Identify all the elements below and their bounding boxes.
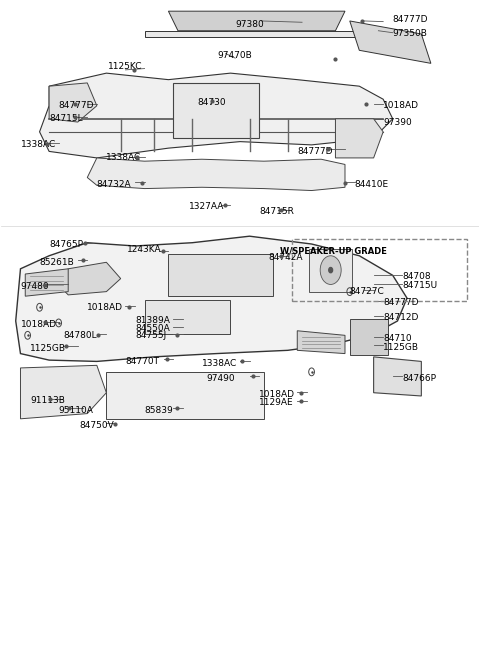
Text: 1129AE: 1129AE bbox=[259, 398, 294, 407]
Text: 84755J: 84755J bbox=[135, 331, 166, 341]
Text: 97390: 97390 bbox=[383, 117, 412, 126]
Text: 84727C: 84727C bbox=[350, 287, 384, 296]
Polygon shape bbox=[59, 262, 120, 295]
Polygon shape bbox=[373, 357, 421, 396]
Polygon shape bbox=[16, 236, 407, 362]
Text: 84777D: 84777D bbox=[297, 147, 333, 156]
Text: 84765P: 84765P bbox=[49, 240, 83, 248]
Text: 1018AD: 1018AD bbox=[259, 390, 295, 398]
Polygon shape bbox=[168, 11, 345, 31]
Polygon shape bbox=[144, 31, 360, 37]
Text: 85261B: 85261B bbox=[39, 258, 74, 267]
Bar bbox=[173, 83, 259, 138]
Text: 1243KA: 1243KA bbox=[127, 245, 162, 253]
Text: 84732A: 84732A bbox=[97, 179, 132, 189]
Text: 1338AC: 1338AC bbox=[107, 153, 142, 162]
Text: 1338AC: 1338AC bbox=[21, 140, 56, 149]
Bar bbox=[350, 319, 388, 355]
Polygon shape bbox=[350, 21, 431, 64]
Text: 84730: 84730 bbox=[197, 98, 226, 107]
Text: 97380: 97380 bbox=[235, 20, 264, 29]
Polygon shape bbox=[336, 119, 383, 158]
Text: 1125GB: 1125GB bbox=[383, 343, 419, 352]
Text: 1338AC: 1338AC bbox=[202, 359, 237, 368]
Circle shape bbox=[329, 267, 333, 272]
Text: 84780L: 84780L bbox=[63, 331, 97, 341]
Polygon shape bbox=[49, 83, 97, 122]
Text: 84750V: 84750V bbox=[80, 421, 114, 430]
Text: 1018AD: 1018AD bbox=[383, 102, 419, 110]
Text: 97350B: 97350B bbox=[393, 29, 428, 39]
Text: 84742A: 84742A bbox=[269, 253, 303, 262]
Text: 84777D: 84777D bbox=[393, 15, 428, 24]
Text: 84777D: 84777D bbox=[383, 298, 419, 307]
Polygon shape bbox=[21, 365, 107, 419]
Polygon shape bbox=[87, 158, 345, 191]
Text: 84712D: 84712D bbox=[383, 313, 419, 322]
Text: 84766P: 84766P bbox=[402, 374, 436, 383]
Text: 84550A: 84550A bbox=[135, 324, 170, 333]
Text: W/SPEAKER-UP GRADE: W/SPEAKER-UP GRADE bbox=[280, 247, 386, 255]
Polygon shape bbox=[39, 73, 393, 158]
Text: 81389A: 81389A bbox=[135, 316, 170, 326]
Text: 1125GB: 1125GB bbox=[30, 344, 66, 353]
Text: 84708: 84708 bbox=[402, 272, 431, 281]
Polygon shape bbox=[25, 269, 68, 296]
Text: 84710: 84710 bbox=[383, 334, 412, 343]
Circle shape bbox=[320, 255, 341, 284]
Text: 1018AD: 1018AD bbox=[87, 303, 123, 312]
Text: 84715L: 84715L bbox=[49, 114, 83, 123]
Text: 84770T: 84770T bbox=[125, 357, 159, 366]
Bar bbox=[168, 253, 274, 296]
Text: 1018AD: 1018AD bbox=[21, 320, 57, 329]
Text: 97470B: 97470B bbox=[218, 51, 252, 60]
Polygon shape bbox=[107, 372, 264, 419]
Text: 97490: 97490 bbox=[206, 374, 235, 383]
Bar bbox=[309, 250, 352, 291]
Text: 85839: 85839 bbox=[144, 406, 173, 415]
Text: 84715R: 84715R bbox=[259, 207, 294, 216]
Text: 95110A: 95110A bbox=[59, 406, 94, 415]
Text: 84410E: 84410E bbox=[355, 179, 389, 189]
Text: 1327AA: 1327AA bbox=[189, 202, 224, 212]
Text: 1125KC: 1125KC bbox=[108, 62, 143, 71]
Text: 97480: 97480 bbox=[21, 282, 49, 291]
Text: 84777D: 84777D bbox=[59, 102, 94, 110]
Polygon shape bbox=[297, 331, 345, 354]
Text: 91113B: 91113B bbox=[30, 396, 65, 405]
Bar bbox=[144, 300, 230, 334]
Text: 84715U: 84715U bbox=[402, 281, 437, 290]
